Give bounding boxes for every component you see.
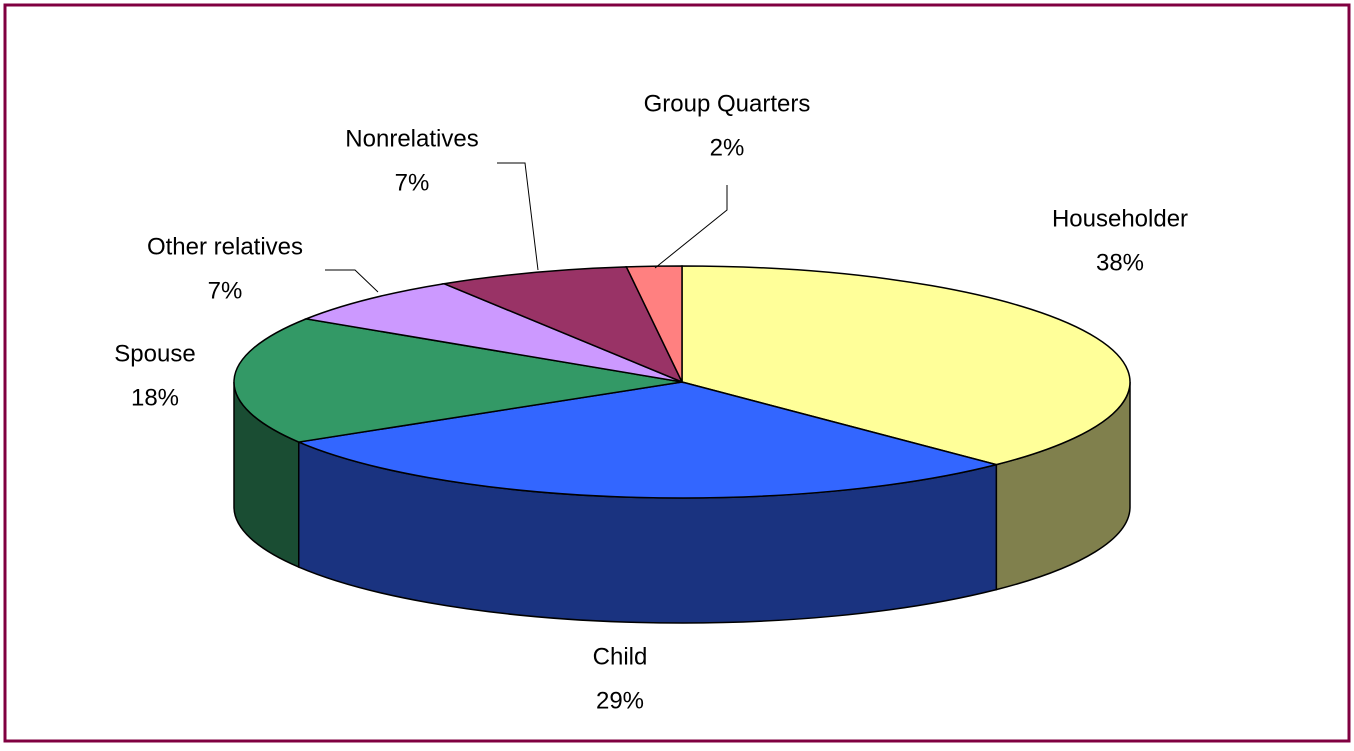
value-label: 7% [208, 277, 243, 304]
pie-slice [296, 381, 1000, 499]
leader-line [654, 185, 728, 269]
category-label: Nonrelatives [345, 125, 478, 152]
pie-slice [625, 265, 683, 383]
category-label: Spouse [114, 340, 195, 367]
pie-sides [233, 381, 1131, 624]
value-label: 29% [596, 687, 644, 714]
category-label: Group Quarters [644, 90, 811, 117]
pie-tops [233, 265, 1131, 499]
category-label: Other relatives [147, 233, 303, 260]
category-label: Child [593, 643, 648, 670]
pie-slice [233, 318, 683, 443]
pie-slice [681, 265, 1131, 466]
value-label: 18% [131, 384, 179, 411]
pie-slice [441, 266, 684, 384]
value-label: 7% [395, 169, 430, 196]
category-label: Householder [1052, 205, 1188, 232]
value-label: 2% [710, 134, 745, 161]
pie-slice [303, 282, 683, 383]
pie-labels: Householder 38% Child 29% Spouse 18% Other rel… [114, 90, 1188, 714]
leader-line [497, 162, 539, 271]
value-label: 38% [1096, 249, 1144, 276]
leader-line [325, 269, 379, 293]
